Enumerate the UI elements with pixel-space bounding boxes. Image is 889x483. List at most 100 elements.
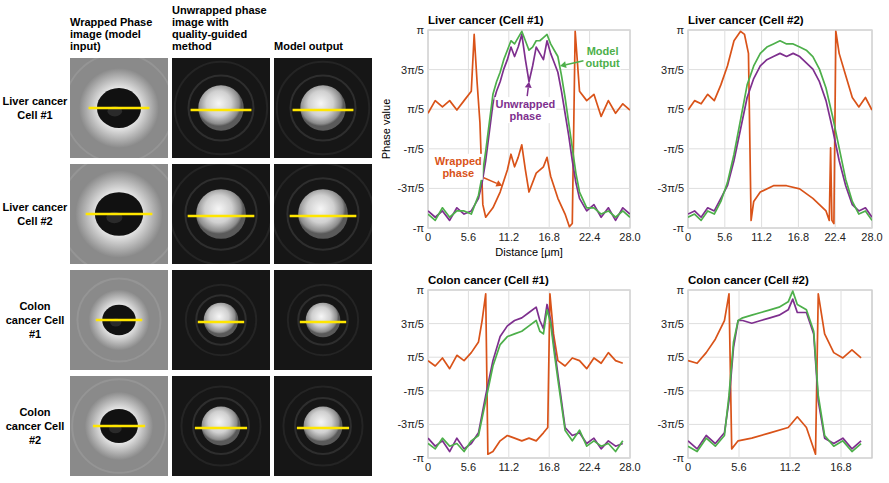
- row-label: Coloncancer Cell#2: [6, 406, 65, 446]
- diffraction-ring: [283, 386, 362, 465]
- column-header: Wrapped Phaseimage (modelinput): [70, 16, 152, 52]
- phase-image: [70, 58, 168, 158]
- row-label-line: cancer Cell: [6, 314, 65, 326]
- plot-frame: [688, 290, 872, 458]
- profile-line: [293, 109, 354, 112]
- row-label-line: Liver cancer: [3, 95, 69, 107]
- annotation-arrow: [566, 61, 584, 65]
- header-line: Model output: [274, 40, 343, 52]
- x-grid-line: [790, 290, 791, 458]
- annotation-line: Model: [587, 45, 619, 57]
- y-grid-line: [688, 30, 872, 31]
- y-grid-line: [688, 148, 872, 149]
- annotation: Unwrappedphase: [494, 82, 556, 123]
- row-label-line: #1: [29, 328, 41, 340]
- annotation: Wrappedphase: [434, 154, 502, 187]
- y-tick-label: π/5: [667, 351, 684, 363]
- annotation-label: Unwrappedphase: [495, 98, 555, 122]
- y-tick-label: -π/5: [404, 143, 424, 155]
- plot-frame: [428, 30, 630, 228]
- x-grid-line: [428, 290, 429, 458]
- cell-halo: [85, 392, 153, 460]
- phase-image: [70, 164, 168, 264]
- y-tick-label: -3π/5: [657, 182, 684, 194]
- x-tick-label: 0: [425, 231, 431, 243]
- x-grid-line: [739, 290, 740, 458]
- phase-line: [428, 304, 623, 451]
- diffraction-ring: [185, 178, 256, 249]
- diffraction-ring: [175, 62, 267, 154]
- y-grid-line: [428, 458, 630, 459]
- annotation-line: Unwrapped: [495, 98, 555, 110]
- x-tick-label: 28.0: [619, 461, 640, 473]
- figure: Wrapped Phaseimage (modelinput) Unwrapped…: [0, 0, 889, 483]
- phase-line: [688, 41, 872, 221]
- series-group: [688, 291, 861, 454]
- image-background: [274, 376, 372, 476]
- y-tick-label: π/5: [407, 351, 424, 363]
- diffraction-ring: [274, 164, 372, 264]
- y-tick-label: -π: [673, 452, 685, 464]
- profile-line: [96, 319, 142, 322]
- phase-line: [688, 294, 861, 454]
- y-grid-line: [688, 458, 872, 459]
- diffraction-ring: [295, 398, 351, 454]
- x-tick-label: 5.6: [461, 231, 476, 243]
- y-grid-line: [428, 323, 630, 324]
- diffraction-ring: [72, 379, 166, 473]
- cell-unwrapped: [202, 407, 241, 446]
- cell-halo: [79, 68, 159, 148]
- plot-frame: [428, 290, 630, 458]
- x-tick-label: 16.8: [830, 461, 851, 473]
- diffraction-ring: [287, 178, 358, 249]
- profile-line: [198, 321, 244, 324]
- series-group: [428, 294, 623, 454]
- phase-image: [274, 376, 372, 476]
- annotation-arrowhead: [525, 82, 532, 88]
- x-grid-line: [508, 290, 509, 458]
- y-grid-line: [688, 188, 872, 189]
- x-tick-label: 0: [425, 461, 431, 473]
- phase-image: [70, 376, 168, 476]
- row-label-line: Colon: [19, 300, 50, 312]
- x-tick-label: 11.2: [499, 461, 520, 473]
- diffraction-ring: [70, 58, 168, 158]
- phase-image: [274, 270, 372, 370]
- annotation-arrow: [484, 178, 497, 184]
- x-grid-line: [630, 30, 631, 228]
- y-tick-label: 3π/5: [661, 64, 684, 76]
- annotation-line: phase: [442, 167, 474, 179]
- header-line: method: [172, 40, 212, 52]
- image-background: [172, 58, 270, 158]
- phase-line: [428, 31, 630, 226]
- x-tick-label: 11.2: [499, 231, 520, 243]
- annotation-arrowhead: [495, 180, 502, 186]
- phase-line: [428, 34, 630, 220]
- plot-frame: [688, 30, 872, 228]
- image-background: [274, 164, 372, 264]
- phase-image: [274, 58, 372, 158]
- y-tick-label: π/5: [407, 103, 424, 115]
- row-label-line: Liver cancer: [3, 201, 69, 213]
- y-grid-line: [428, 30, 630, 31]
- x-tick-label: 0: [685, 231, 691, 243]
- y-tick-label: 3π/5: [401, 64, 424, 76]
- y-grid-line: [428, 148, 630, 149]
- annotation-line: phase: [509, 110, 541, 122]
- cell-halo: [75, 170, 162, 257]
- diffraction-ring: [193, 398, 249, 454]
- phase-image: [172, 376, 270, 476]
- diffraction-ring: [77, 278, 160, 361]
- profile-line: [300, 321, 346, 324]
- x-grid-line: [724, 30, 725, 228]
- phase-line: [688, 291, 861, 451]
- diffraction-ring: [298, 295, 348, 345]
- row-label-line: Colon: [19, 406, 50, 418]
- y-tick-label: π: [676, 284, 684, 296]
- annotation-patch: [494, 97, 556, 123]
- profile-line: [290, 215, 357, 218]
- y-grid-line: [428, 390, 630, 391]
- y-tick-label: -π: [413, 222, 425, 234]
- phase-line: [688, 53, 872, 217]
- y-tick-label: -3π/5: [397, 418, 424, 430]
